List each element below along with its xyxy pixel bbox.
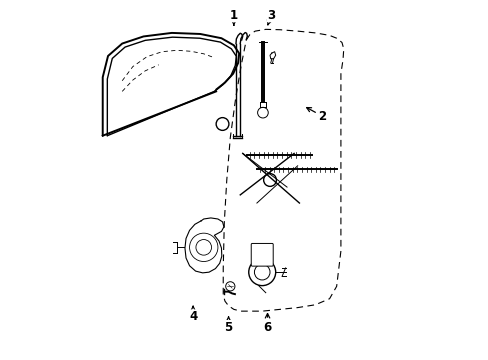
- Text: 2: 2: [306, 108, 326, 123]
- Polygon shape: [184, 218, 224, 273]
- Text: 3: 3: [266, 9, 275, 25]
- Circle shape: [196, 239, 211, 255]
- Text: 6: 6: [263, 314, 271, 334]
- Text: 1: 1: [229, 9, 238, 25]
- Circle shape: [257, 107, 268, 118]
- Circle shape: [225, 282, 234, 291]
- Circle shape: [248, 259, 275, 285]
- Circle shape: [263, 174, 276, 186]
- FancyBboxPatch shape: [251, 243, 273, 266]
- Text: 5: 5: [224, 317, 232, 334]
- Text: 4: 4: [188, 306, 197, 323]
- Circle shape: [216, 118, 228, 130]
- Circle shape: [189, 233, 218, 261]
- Circle shape: [254, 264, 269, 280]
